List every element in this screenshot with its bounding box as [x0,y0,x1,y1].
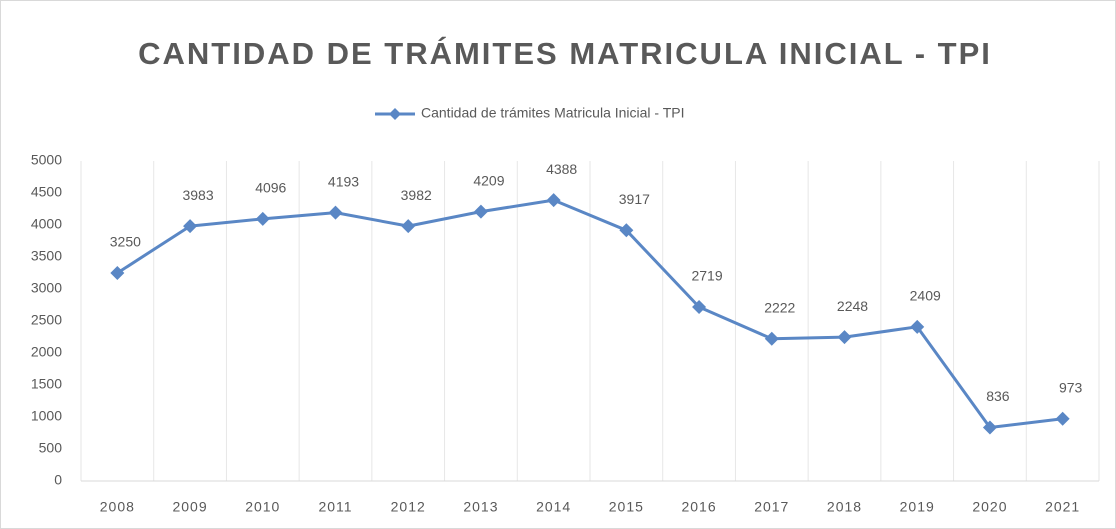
legend-marker [389,108,401,120]
chart-title: CANTIDAD DE TRÁMITES MATRICULA INICIAL -… [138,36,992,71]
x-tick-label: 2009 [172,499,207,515]
y-tick-label: 3000 [31,280,62,296]
x-tick-label: 2020 [972,499,1007,515]
x-tick-label: 2010 [245,499,280,515]
y-tick-label: 500 [39,440,63,456]
data-label: 3917 [619,191,650,207]
y-tick-label: 2500 [31,312,62,328]
data-label: 2409 [910,288,941,304]
data-label: 2248 [837,298,868,314]
point-marker [692,299,707,314]
data-label: 4193 [328,173,359,189]
data-label: 836 [986,388,1010,404]
legend-label: Cantidad de trámites Matricula Inicial -… [421,105,685,121]
point-marker [1055,411,1070,426]
data-label: 4388 [546,161,577,177]
y-tick-label: 1000 [31,408,62,424]
y-tick-label: 2000 [31,344,62,360]
point-marker [910,319,925,334]
data-label: 4209 [473,172,504,188]
point-marker [837,330,852,345]
point-marker [328,205,343,220]
x-tick-label: 2008 [100,499,135,515]
data-label: 973 [1059,379,1083,395]
data-label: 2719 [691,268,722,284]
data-label: 3250 [110,234,141,250]
point-marker [546,193,561,208]
x-tick-label: 2018 [827,499,862,515]
x-tick-label: 2021 [1045,499,1080,515]
x-tick-label: 2011 [318,499,352,515]
x-tick-label: 2019 [900,499,935,515]
point-marker [473,204,488,219]
x-tick-label: 2015 [609,499,644,515]
y-tick-label: 4000 [31,216,62,232]
y-tick-label: 4500 [31,184,62,200]
series-line [116,198,1063,429]
data-label: 4096 [255,180,286,196]
x-tick-label: 2013 [463,499,498,515]
y-tick-label: 1500 [31,376,62,392]
point-marker [982,420,997,435]
data-label: 3982 [401,187,432,203]
point-marker [255,211,270,226]
point-marker [401,219,416,234]
x-tick-label: 2017 [754,499,789,515]
point-marker [183,219,198,234]
y-tick-label: 0 [54,472,62,488]
point-marker [110,266,125,280]
data-label: 3983 [182,187,213,203]
x-tick-label: 2016 [681,499,716,515]
point-marker [619,223,634,238]
x-tick-label: 2014 [536,499,571,515]
data-label: 2222 [764,299,795,315]
y-tick-label: 3500 [31,248,62,264]
x-tick-label: 2012 [391,499,426,515]
y-tick-label: 5000 [31,152,62,168]
point-marker [764,331,779,346]
